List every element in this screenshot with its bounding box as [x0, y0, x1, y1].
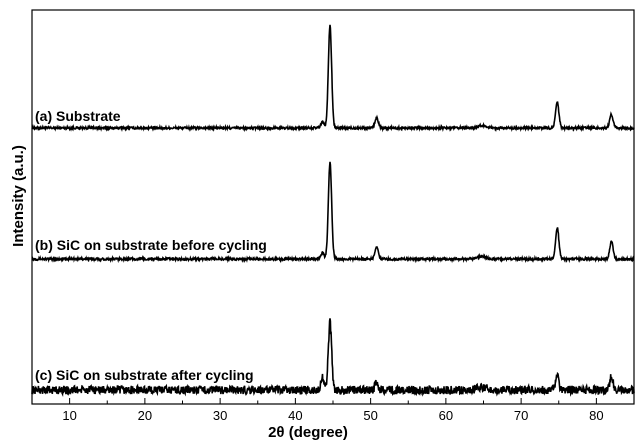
x-tick-label: 60: [439, 408, 453, 423]
y-axis-title: Intensity (a.u.): [10, 145, 27, 247]
series-line: [31, 24, 635, 133]
x-axis-tick-labels: 10 20 30 40 50 60 70 80: [62, 408, 603, 423]
x-tick-label: 70: [514, 408, 528, 423]
series-labels: (a) Substrate (b) SiC on substrate before…: [35, 108, 267, 383]
series-label: (a) Substrate: [35, 108, 121, 124]
series-label: (b) SiC on substrate before cycling: [35, 237, 267, 253]
x-axis-title: 2θ (degree): [268, 424, 348, 441]
x-axis-ticks: [31, 398, 635, 404]
series-line: [31, 318, 635, 397]
series-label: (c) SiC on substrate after cycling: [35, 367, 254, 383]
x-tick-label: 50: [363, 408, 377, 423]
x-tick-label: 40: [288, 408, 302, 423]
series-line: [31, 161, 635, 264]
x-tick-label: 30: [213, 408, 227, 423]
x-tick-label: 80: [589, 408, 603, 423]
plot-frame: [31, 9, 635, 405]
series-lines: [31, 24, 635, 397]
x-tick-label: 20: [138, 408, 152, 423]
x-tick-label: 10: [62, 408, 76, 423]
